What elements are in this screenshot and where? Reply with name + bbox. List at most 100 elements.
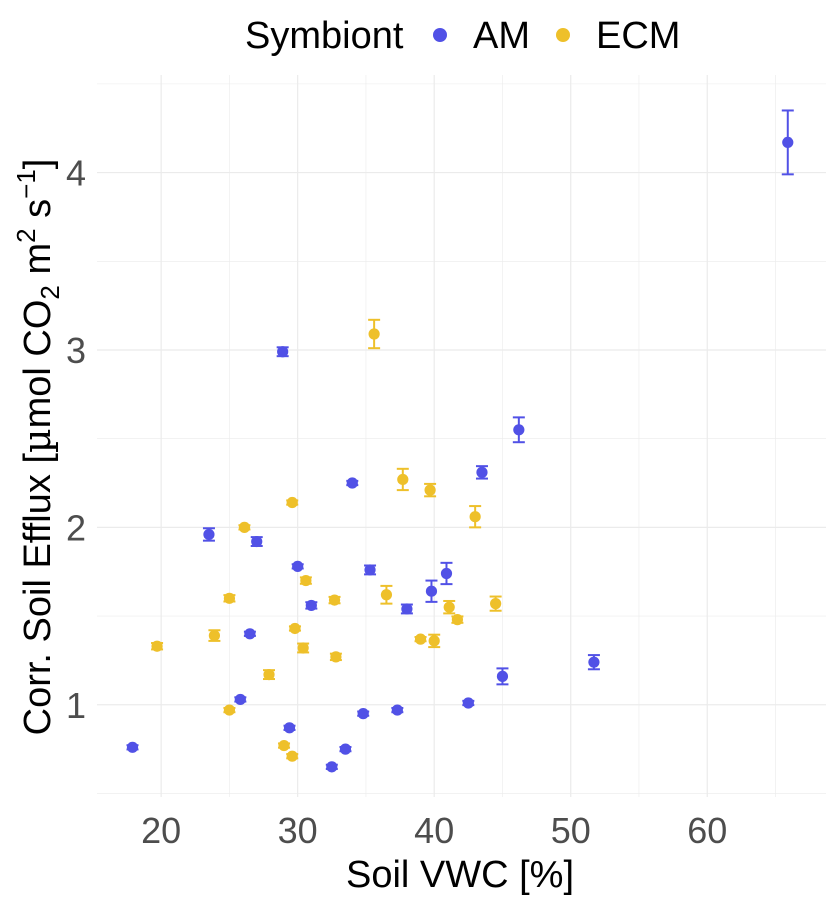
x-axis-title: Soil VWC [%]	[346, 854, 574, 896]
marker-am	[244, 628, 256, 640]
y-axis-title-sup-m: 2	[11, 228, 41, 242]
point-ecm	[238, 521, 251, 533]
point-ecm	[288, 622, 301, 635]
point-ecm	[451, 614, 464, 626]
marker-ecm	[380, 589, 393, 601]
legend-title: Symbiont	[245, 15, 404, 57]
point-am	[243, 628, 256, 640]
marker-am	[462, 697, 474, 709]
point-ecm	[286, 496, 299, 509]
x-tick-label: 50	[551, 810, 591, 851]
point-ecm	[414, 633, 427, 645]
point-ecm	[428, 633, 441, 649]
marker-ecm	[278, 739, 290, 752]
marker-am	[126, 741, 139, 753]
point-ecm	[299, 574, 312, 587]
point-ecm	[424, 482, 437, 498]
marker-ecm	[424, 484, 436, 496]
marker-am	[476, 466, 488, 478]
marker-ecm	[428, 635, 440, 647]
marker-ecm	[490, 598, 502, 610]
point-ecm	[263, 668, 276, 681]
point-am	[781, 109, 794, 176]
marker-am	[283, 722, 296, 734]
legend-swatch-am	[433, 28, 447, 42]
legend-swatch-ecm	[556, 28, 570, 42]
marker-ecm	[223, 704, 236, 716]
marker-ecm	[263, 668, 275, 681]
x-tick-label: 60	[687, 810, 727, 851]
point-am	[440, 561, 453, 586]
point-am	[364, 564, 377, 576]
marker-ecm	[443, 601, 455, 613]
marker-am	[277, 346, 289, 358]
point-am	[276, 346, 289, 358]
point-am	[496, 667, 509, 686]
y-axis-title-unit-s: s	[17, 199, 59, 229]
point-am	[400, 603, 413, 615]
y-axis-title-prefix: Corr. Soil Efflux [	[17, 453, 59, 736]
marker-am	[234, 693, 246, 706]
point-ecm	[329, 651, 342, 663]
marker-ecm	[414, 633, 427, 645]
y-axis-title-unit-m: m	[17, 243, 59, 285]
y-axis-title-sup-s: −1	[11, 169, 41, 199]
point-ecm	[223, 592, 236, 604]
legend-label-ecm: ECM	[596, 15, 680, 57]
point-am	[234, 693, 247, 706]
y-axis-title-sub: 2	[35, 285, 65, 299]
marker-ecm	[469, 511, 481, 523]
marker-ecm	[286, 496, 298, 509]
point-am	[346, 477, 359, 489]
point-am	[357, 708, 370, 720]
data-points	[126, 109, 794, 773]
point-am	[391, 704, 404, 716]
marker-am	[292, 560, 304, 572]
point-ecm	[297, 642, 310, 654]
marker-am	[364, 564, 376, 576]
legend: Symbiont AM ECM	[245, 15, 680, 57]
point-ecm	[396, 467, 409, 492]
marker-ecm	[286, 750, 298, 762]
x-tick-label: 20	[141, 810, 181, 851]
point-am	[291, 560, 304, 572]
marker-ecm	[151, 640, 163, 652]
y-tick-label: 3	[66, 330, 86, 371]
marker-am	[588, 656, 600, 668]
marker-ecm	[223, 592, 236, 604]
point-am	[475, 465, 488, 480]
marker-am	[203, 528, 215, 541]
y-tick-label: 2	[66, 507, 86, 548]
y-tick-label: 4	[66, 153, 86, 194]
marker-am	[326, 761, 338, 773]
point-ecm	[380, 584, 393, 605]
marker-ecm	[297, 642, 309, 654]
marker-am	[251, 535, 263, 548]
point-ecm	[489, 595, 502, 612]
marker-am	[425, 585, 438, 597]
legend-label-am: AM	[473, 15, 530, 57]
marker-ecm	[289, 622, 301, 635]
marker-am	[496, 670, 509, 682]
y-axis-title-suffix: ]	[17, 159, 59, 170]
gridlines	[97, 75, 826, 797]
marker-ecm	[397, 473, 409, 486]
marker-am	[401, 603, 413, 615]
marker-ecm	[368, 328, 380, 340]
point-ecm	[469, 505, 482, 529]
tick-labels: 20 30 40 50 60 1 2 3 4	[66, 153, 727, 851]
point-ecm	[328, 594, 341, 606]
y-axis-title-mol: mol CO	[17, 300, 59, 429]
marker-ecm	[300, 574, 312, 587]
marker-ecm	[238, 521, 251, 533]
point-am	[462, 697, 475, 709]
marker-am	[513, 424, 525, 436]
x-tick-label: 30	[278, 810, 318, 851]
y-axis-title-mu: µ	[15, 428, 59, 453]
marker-am	[305, 599, 317, 612]
marker-ecm	[451, 614, 464, 626]
point-ecm	[223, 704, 236, 716]
x-tick-label: 40	[414, 810, 454, 851]
point-am	[587, 654, 600, 671]
